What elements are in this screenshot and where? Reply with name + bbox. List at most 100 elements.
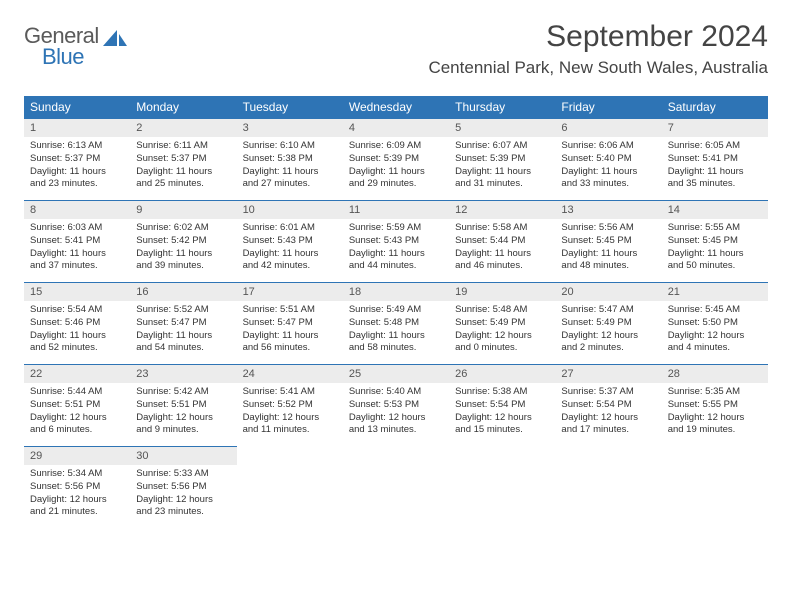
day-line: Sunset: 5:54 PM	[561, 399, 655, 412]
day-line: Daylight: 11 hours	[30, 330, 124, 343]
calendar-cell: 13Sunrise: 5:56 AMSunset: 5:45 PMDayligh…	[555, 201, 661, 283]
day-number: 2	[130, 119, 236, 137]
day-line: and 42 minutes.	[243, 260, 337, 273]
calendar-cell: 26Sunrise: 5:38 AMSunset: 5:54 PMDayligh…	[449, 365, 555, 447]
day-detail: Sunrise: 5:35 AMSunset: 5:55 PMDaylight:…	[662, 383, 768, 440]
day-number: 11	[343, 201, 449, 219]
day-line: Daylight: 11 hours	[136, 248, 230, 261]
day-line: Sunrise: 5:38 AM	[455, 386, 549, 399]
day-line: Sunset: 5:55 PM	[668, 399, 762, 412]
calendar-cell: 5Sunrise: 6:07 AMSunset: 5:39 PMDaylight…	[449, 119, 555, 201]
day-number: 6	[555, 119, 661, 137]
day-line: Daylight: 11 hours	[30, 248, 124, 261]
day-number: 4	[343, 119, 449, 137]
day-line: and 9 minutes.	[136, 424, 230, 437]
day-header: Tuesday	[237, 96, 343, 119]
day-line: Sunset: 5:43 PM	[243, 235, 337, 248]
day-detail: Sunrise: 5:48 AMSunset: 5:49 PMDaylight:…	[449, 301, 555, 358]
day-line: Sunrise: 5:49 AM	[349, 304, 443, 317]
calendar-cell: 30Sunrise: 5:33 AMSunset: 5:56 PMDayligh…	[130, 447, 236, 529]
day-line: and 48 minutes.	[561, 260, 655, 273]
day-number: 19	[449, 283, 555, 301]
calendar-week-row: 22Sunrise: 5:44 AMSunset: 5:51 PMDayligh…	[24, 365, 768, 447]
day-detail: Sunrise: 5:33 AMSunset: 5:56 PMDaylight:…	[130, 465, 236, 522]
calendar-cell: 10Sunrise: 6:01 AMSunset: 5:43 PMDayligh…	[237, 201, 343, 283]
day-detail: Sunrise: 6:05 AMSunset: 5:41 PMDaylight:…	[662, 137, 768, 194]
day-line: Sunrise: 6:09 AM	[349, 140, 443, 153]
day-line: Sunset: 5:40 PM	[561, 153, 655, 166]
day-detail: Sunrise: 5:40 AMSunset: 5:53 PMDaylight:…	[343, 383, 449, 440]
day-line: Sunset: 5:46 PM	[30, 317, 124, 330]
day-line: Sunrise: 5:42 AM	[136, 386, 230, 399]
calendar-cell: 6Sunrise: 6:06 AMSunset: 5:40 PMDaylight…	[555, 119, 661, 201]
calendar-cell: 3Sunrise: 6:10 AMSunset: 5:38 PMDaylight…	[237, 119, 343, 201]
day-detail: Sunrise: 5:55 AMSunset: 5:45 PMDaylight:…	[662, 219, 768, 276]
day-detail: Sunrise: 5:42 AMSunset: 5:51 PMDaylight:…	[130, 383, 236, 440]
day-detail: Sunrise: 6:11 AMSunset: 5:37 PMDaylight:…	[130, 137, 236, 194]
day-line: Daylight: 12 hours	[668, 330, 762, 343]
day-header-row: Sunday Monday Tuesday Wednesday Thursday…	[24, 96, 768, 119]
day-line: Sunset: 5:49 PM	[561, 317, 655, 330]
day-number: 7	[662, 119, 768, 137]
day-line: and 27 minutes.	[243, 178, 337, 191]
calendar-cell: 12Sunrise: 5:58 AMSunset: 5:44 PMDayligh…	[449, 201, 555, 283]
day-detail: Sunrise: 6:10 AMSunset: 5:38 PMDaylight:…	[237, 137, 343, 194]
day-line: Sunset: 5:56 PM	[136, 481, 230, 494]
day-number: 17	[237, 283, 343, 301]
day-line: Sunrise: 5:59 AM	[349, 222, 443, 235]
day-line: Sunrise: 6:13 AM	[30, 140, 124, 153]
logo: General Blue	[24, 20, 129, 68]
day-line: Daylight: 12 hours	[455, 330, 549, 343]
calendar-cell: 15Sunrise: 5:54 AMSunset: 5:46 PMDayligh…	[24, 283, 130, 365]
day-line: and 35 minutes.	[668, 178, 762, 191]
day-number: 21	[662, 283, 768, 301]
day-line: Sunset: 5:53 PM	[349, 399, 443, 412]
day-line: and 13 minutes.	[349, 424, 443, 437]
day-detail: Sunrise: 5:54 AMSunset: 5:46 PMDaylight:…	[24, 301, 130, 358]
day-line: Sunrise: 5:54 AM	[30, 304, 124, 317]
calendar-week-row: 1Sunrise: 6:13 AMSunset: 5:37 PMDaylight…	[24, 119, 768, 201]
day-line: Daylight: 11 hours	[243, 330, 337, 343]
day-line: Daylight: 11 hours	[136, 166, 230, 179]
calendar-cell	[449, 447, 555, 529]
day-line: and 52 minutes.	[30, 342, 124, 355]
day-line: and 17 minutes.	[561, 424, 655, 437]
day-line: Daylight: 12 hours	[668, 412, 762, 425]
calendar-cell: 14Sunrise: 5:55 AMSunset: 5:45 PMDayligh…	[662, 201, 768, 283]
day-number: 28	[662, 365, 768, 383]
day-header: Thursday	[449, 96, 555, 119]
day-detail: Sunrise: 6:09 AMSunset: 5:39 PMDaylight:…	[343, 137, 449, 194]
day-line: and 23 minutes.	[30, 178, 124, 191]
calendar-cell: 1Sunrise: 6:13 AMSunset: 5:37 PMDaylight…	[24, 119, 130, 201]
day-line: Sunset: 5:38 PM	[243, 153, 337, 166]
day-line: and 2 minutes.	[561, 342, 655, 355]
day-line: Daylight: 12 hours	[30, 412, 124, 425]
day-line: Sunrise: 6:02 AM	[136, 222, 230, 235]
day-line: and 21 minutes.	[30, 506, 124, 519]
day-line: and 33 minutes.	[561, 178, 655, 191]
day-number: 18	[343, 283, 449, 301]
day-line: and 23 minutes.	[136, 506, 230, 519]
logo-sail-icon	[103, 30, 129, 50]
calendar-cell: 4Sunrise: 6:09 AMSunset: 5:39 PMDaylight…	[343, 119, 449, 201]
day-number: 5	[449, 119, 555, 137]
day-number: 24	[237, 365, 343, 383]
calendar-cell: 29Sunrise: 5:34 AMSunset: 5:56 PMDayligh…	[24, 447, 130, 529]
day-detail: Sunrise: 5:38 AMSunset: 5:54 PMDaylight:…	[449, 383, 555, 440]
month-title: September 2024	[428, 20, 768, 54]
day-line: Daylight: 11 hours	[243, 248, 337, 261]
day-detail: Sunrise: 5:47 AMSunset: 5:49 PMDaylight:…	[555, 301, 661, 358]
logo-blue: Blue	[42, 47, 99, 68]
day-line: Daylight: 11 hours	[455, 166, 549, 179]
day-line: Sunrise: 5:47 AM	[561, 304, 655, 317]
day-line: Daylight: 12 hours	[561, 330, 655, 343]
day-line: Sunset: 5:48 PM	[349, 317, 443, 330]
day-line: and 11 minutes.	[243, 424, 337, 437]
day-line: and 46 minutes.	[455, 260, 549, 273]
day-line: Sunrise: 5:51 AM	[243, 304, 337, 317]
calendar-cell: 17Sunrise: 5:51 AMSunset: 5:47 PMDayligh…	[237, 283, 343, 365]
day-line: Sunset: 5:47 PM	[136, 317, 230, 330]
day-line: Sunrise: 6:03 AM	[30, 222, 124, 235]
calendar-cell: 23Sunrise: 5:42 AMSunset: 5:51 PMDayligh…	[130, 365, 236, 447]
day-line: Sunset: 5:44 PM	[455, 235, 549, 248]
